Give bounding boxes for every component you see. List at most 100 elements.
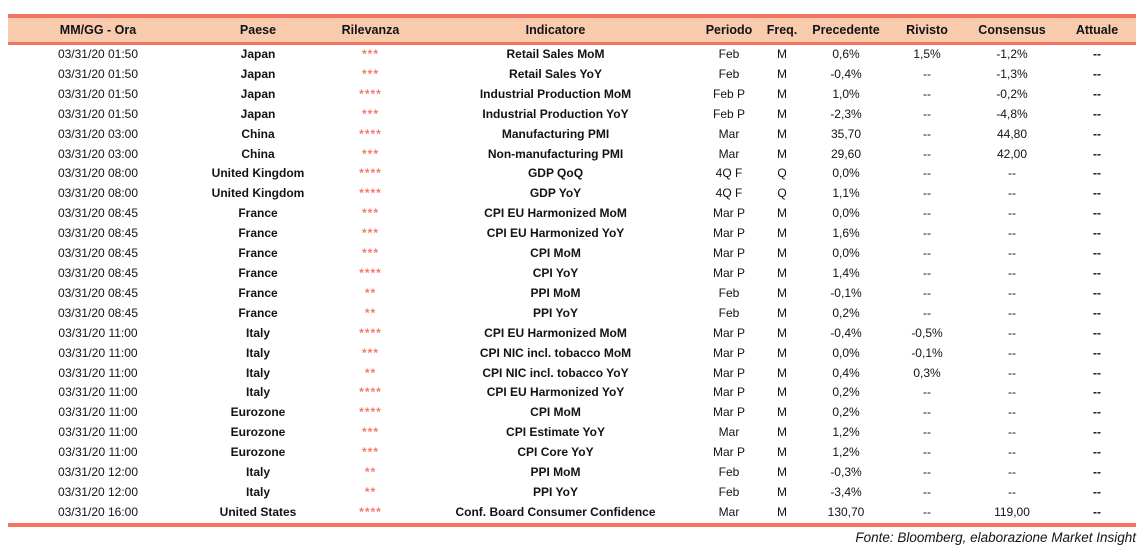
cell-relevance: ****	[328, 502, 413, 527]
cell-consensus: --	[1008, 445, 1016, 460]
cell-revised: --	[888, 502, 966, 527]
cell-period: Feb	[718, 484, 740, 499]
cell-actual: --	[1093, 385, 1101, 400]
cell-relevance: ****	[359, 265, 382, 280]
cell-indicator: CPI EU Harmonized MoM	[484, 206, 627, 221]
cell-indicator: CPI MoM	[530, 405, 581, 420]
cell-previous: -0,4%	[830, 325, 862, 340]
cell-freq: M	[777, 425, 787, 440]
cell-country: France	[238, 226, 278, 241]
cell-indicator: PPI MoM	[530, 285, 581, 300]
cell-actual: --	[1093, 265, 1101, 280]
cell-consensus: -0,2%	[996, 86, 1028, 101]
cell-actual: --	[1093, 305, 1101, 320]
cell-datetime: 03/31/20 01:50	[57, 106, 139, 121]
cell-actual: --	[1093, 226, 1101, 241]
cell-consensus: --	[1008, 345, 1016, 360]
cell-actual: --	[1093, 126, 1101, 141]
cell-datetime: 03/31/20 11:00	[58, 405, 138, 420]
cell-actual: --	[1093, 186, 1101, 201]
cell-freq: Q	[777, 166, 787, 181]
cell-consensus: 119,00	[966, 502, 1058, 527]
cell-consensus: --	[1008, 425, 1016, 440]
cell-period: Feb	[718, 66, 740, 81]
cell-country: France	[238, 285, 278, 300]
cell-relevance: ***	[361, 226, 379, 241]
cell-datetime: 03/31/20 11:00	[58, 425, 138, 440]
cell-revised: -0,1%	[911, 345, 943, 360]
table-row: 03/31/20 08:45 France *** CPI MoM Mar P M 0,0%…	[8, 244, 1136, 264]
cell-country: Eurozone	[230, 405, 286, 420]
table-row: 03/31/20 08:00 United Kingdom **** GDP YoY 4…	[8, 184, 1136, 204]
cell-revised: --	[923, 305, 931, 320]
cell-consensus: --	[1008, 226, 1016, 241]
cell-actual: --	[1093, 465, 1101, 480]
column-header-period: Periodo	[698, 14, 760, 45]
cell-period: Mar	[718, 425, 740, 440]
table-row: 03/31/20 08:00 United Kingdom **** GDP QoQ 4…	[8, 164, 1136, 184]
cell-actual: --	[1093, 106, 1101, 121]
cell-datetime: 03/31/20 11:00	[58, 385, 138, 400]
table-row: 03/31/20 08:45 France ** PPI YoY Feb M 0,2% -- -…	[8, 304, 1136, 324]
cell-datetime: 03/31/20 16:00	[8, 502, 188, 527]
cell-actual: --	[1093, 365, 1101, 380]
source-note: Fonte: Bloomberg, elaborazione Market In…	[855, 529, 1136, 545]
cell-freq: M	[777, 206, 787, 221]
cell-previous: 0,0%	[832, 246, 860, 261]
cell-revised: --	[923, 166, 931, 181]
cell-consensus: --	[1008, 246, 1016, 261]
cell-period: Mar P	[712, 265, 745, 280]
cell-actual: --	[1058, 502, 1136, 527]
cell-country: United Kingdom	[211, 186, 305, 201]
cell-relevance: **	[364, 465, 377, 480]
cell-country: France	[238, 265, 278, 280]
cell-datetime: 03/31/20 11:00	[58, 345, 138, 360]
cell-country: Japan	[240, 106, 276, 121]
cell-indicator: CPI MoM	[530, 246, 581, 261]
cell-country: Italy	[245, 365, 270, 380]
cell-indicator: Non-manufacturing PMI	[487, 146, 624, 161]
cell-indicator: CPI Estimate YoY	[506, 425, 605, 440]
cell-relevance: ****	[359, 126, 382, 141]
cell-relevance: **	[364, 285, 377, 300]
cell-country: United States	[188, 502, 328, 527]
cell-country: China	[241, 126, 275, 141]
cell-country: United Kingdom	[211, 166, 305, 181]
cell-revised: --	[923, 126, 931, 141]
cell-consensus: --	[1008, 405, 1016, 420]
cell-indicator: Retail Sales MoM	[506, 47, 605, 61]
cell-datetime: 03/31/20 12:00	[57, 465, 139, 480]
cell-previous: 0,0%	[832, 206, 860, 221]
cell-revised: --	[923, 425, 931, 440]
column-header-actual: Attuale	[1058, 14, 1136, 45]
cell-actual: --	[1093, 325, 1101, 340]
cell-datetime: 03/31/20 08:00	[57, 186, 139, 201]
cell-period: Mar P	[712, 206, 745, 221]
cell-period: Mar P	[712, 365, 745, 380]
column-header-indicator: Indicatore	[413, 14, 698, 45]
column-header-previous: Precedente	[804, 14, 888, 45]
cell-indicator: Conf. Board Consumer Confidence	[413, 502, 698, 527]
cell-freq: M	[777, 86, 787, 101]
cell-consensus: --	[1008, 206, 1016, 221]
cell-previous: 1,0%	[832, 86, 860, 101]
cell-actual: --	[1093, 345, 1101, 360]
cell-previous: 0,0%	[832, 166, 860, 181]
cell-revised: -0,5%	[911, 325, 943, 340]
cell-revised: 1,5%	[913, 47, 941, 61]
cell-indicator: CPI EU Harmonized YoY	[486, 226, 625, 241]
table-row: 03/31/20 16:00 United States **** Conf. Boa…	[8, 502, 1136, 527]
cell-consensus: --	[1008, 365, 1016, 380]
table-row: 03/31/20 11:00 Italy *** CPI NIC incl. toba…	[8, 344, 1136, 364]
cell-period: Mar P	[712, 345, 745, 360]
table-row: 03/31/20 03:00 China *** Non-manufacturing …	[8, 145, 1136, 165]
column-header-freq: Freq.	[760, 14, 804, 45]
cell-period: 4Q F	[715, 166, 743, 181]
cell-datetime: 03/31/20 11:00	[58, 365, 138, 380]
cell-revised: --	[923, 186, 931, 201]
cell-freq: M	[777, 405, 787, 420]
cell-period: Mar P	[712, 445, 745, 460]
cell-relevance: ****	[359, 385, 382, 400]
cell-previous: 130,70	[804, 502, 888, 527]
